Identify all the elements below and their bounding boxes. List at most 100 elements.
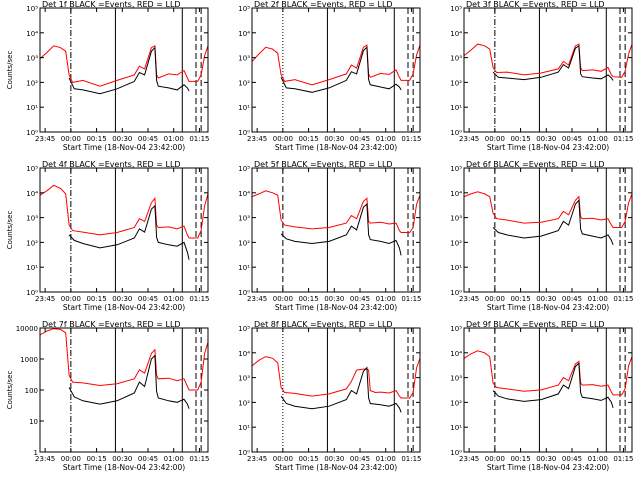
x-tick-label: 00:45 [350,455,370,463]
y-tick-label: 10⁴ [26,30,38,38]
x-tick-label: 00:15 [510,455,530,463]
x-tick-label: 00:30 [112,295,132,303]
y-tick-label: 10⁵ [238,5,250,13]
x-tick-label: 00:00 [273,455,293,463]
x-axis-label: Start Time (18-Nov-04 23:42:00) [275,463,397,472]
plot-frame [251,327,421,453]
y-tick-label: 10⁵ [238,325,250,333]
x-tick-label: 00:00 [61,135,81,143]
x-tick-label: 00:15 [86,135,106,143]
x-tick-label: 23:45 [459,455,479,463]
chart-panel-4: Det 4f BLACK =Events, RED = LLD 10⁰ 10¹ 10²… [6,160,210,312]
x-tick-label: 00:45 [138,135,158,143]
plot-frame [251,167,421,293]
x-tick-label: 01:00 [164,295,184,303]
x-tick-label: 23:45 [35,455,55,463]
y-tick-label: 10⁵ [450,5,462,13]
y-tick-label: 10⁰ [450,129,462,137]
series-events [280,46,402,93]
y-tick-label: 10⁴ [238,350,250,358]
x-tick-label: 01:00 [376,135,396,143]
y-tick-label: 10⁴ [26,190,38,198]
x-tick-label: 00:00 [485,295,505,303]
series-events [280,366,402,413]
x-tick-label: 00:45 [562,455,582,463]
x-tick-label: 00:00 [61,455,81,463]
plot-frame [39,167,209,293]
y-tick-label: 10³ [450,215,462,223]
y-tick-label: 10² [238,79,250,87]
y-tick-label: 10³ [450,55,462,63]
y-tick-label: 1000 [20,356,38,364]
x-tick-label: 01:15 [189,455,209,463]
y-tick-label: 10⁴ [450,190,462,198]
y-tick-label: 10⁵ [26,5,38,13]
y-tick-label: 100 [25,387,38,395]
series-lld [252,44,420,86]
x-tick-label: 23:45 [459,135,479,143]
plot-frame [39,7,209,133]
series-lld [464,191,632,228]
x-tick-label: 23:45 [247,295,267,303]
chart-panel-2: Det 2f BLACK =Events, RED = LLD 10⁰ 10¹ 10²… [238,0,421,152]
x-tick-label: 00:45 [562,295,582,303]
y-axis-label: Counts/sec [6,51,14,90]
y-tick-label: 10⁰ [450,449,462,457]
x-tick-label: 00:45 [138,455,158,463]
y-tick-label: 10² [450,239,462,247]
y-tick-label: 10³ [238,215,250,223]
x-tick-label: 00:15 [86,455,106,463]
y-tick-label: 10⁴ [238,30,250,38]
y-tick-label: 10⁴ [450,350,462,358]
y-tick-label: 10¹ [26,264,38,272]
series-lld [252,190,420,233]
x-tick-label: 00:45 [350,135,370,143]
x-axis-label: Start Time (18-Nov-04 23:42:00) [275,143,397,152]
x-axis-label: Start Time (18-Nov-04 23:42:00) [487,143,609,152]
x-tick-label: 23:45 [247,135,267,143]
y-tick-label: 10² [450,399,462,407]
x-tick-label: 00:45 [138,295,158,303]
chart-panel-5: Det 5f BLACK =Events, RED = LLD 10⁰ 10¹ 10²… [238,160,421,312]
chart-title: Det 6f BLACK =Events, RED = LLD [466,160,605,169]
x-axis-label: Start Time (18-Nov-04 23:42:00) [487,463,609,472]
plot-frame [463,7,633,133]
y-axis-label: Counts/sec [6,211,14,250]
y-tick-label: 10⁵ [238,165,250,173]
y-tick-label: 10⁴ [450,30,462,38]
y-tick-label: 1 [34,449,38,457]
x-tick-label: 01:00 [376,295,396,303]
x-axis-label: Start Time (18-Nov-04 23:42:00) [63,463,185,472]
x-tick-label: 00:15 [298,135,318,143]
x-tick-label: 01:15 [401,455,421,463]
series-events [492,44,614,81]
x-tick-label: 00:30 [536,135,556,143]
x-tick-label: 00:30 [536,455,556,463]
chart-panel-8: Det 8f BLACK =Events, RED = LLD 10⁰ 10¹ 10²… [238,320,421,472]
chart-panel-1: Det 1f BLACK =Events, RED = LLD 10⁰ 10¹ 10²… [6,0,210,152]
x-tick-label: 00:45 [350,295,370,303]
plot-frame [463,167,633,293]
x-tick-label: 23:45 [459,295,479,303]
x-tick-label: 01:15 [401,135,421,143]
series-lld [40,328,208,391]
x-tick-label: 01:00 [588,295,608,303]
series-events [68,354,190,409]
y-tick-label: 10⁵ [26,165,38,173]
x-tick-label: 00:15 [298,295,318,303]
y-tick-label: 10¹ [238,424,250,432]
x-tick-label: 01:15 [613,455,633,463]
x-tick-label: 00:00 [485,455,505,463]
y-tick-label: 10¹ [450,104,462,112]
y-tick-label: 10³ [26,55,38,63]
x-tick-label: 00:30 [536,295,556,303]
y-tick-label: 10000 [16,325,38,333]
plot-frame [39,327,209,453]
x-tick-label: 00:30 [324,135,344,143]
chart-panel-6: Det 6f BLACK =Events, RED = LLD 10⁰ 10¹ 10²… [450,160,633,312]
x-tick-label: 00:45 [562,135,582,143]
chart-title: Det 9f BLACK =Events, RED = LLD [466,320,605,329]
chart-title: Det 5f BLACK =Events, RED = LLD [254,160,393,169]
y-tick-label: 10 [29,418,38,426]
